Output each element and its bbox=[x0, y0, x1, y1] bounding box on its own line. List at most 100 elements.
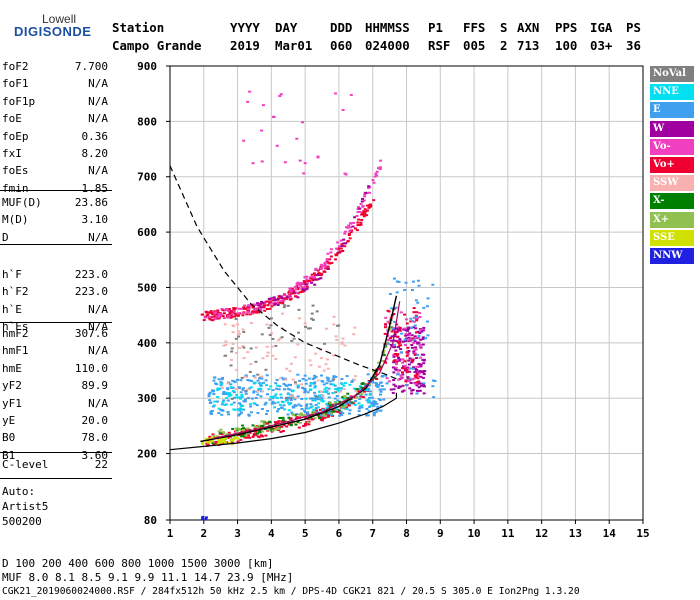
param-value: N/A bbox=[88, 112, 108, 126]
echo-point bbox=[363, 193, 367, 196]
echo-point bbox=[376, 167, 380, 170]
echo-point bbox=[267, 297, 271, 300]
echo-point bbox=[402, 389, 406, 392]
echo-point bbox=[219, 381, 223, 384]
echo-point bbox=[372, 414, 376, 417]
header-label: IGA bbox=[590, 20, 613, 35]
echo-point bbox=[396, 353, 400, 356]
echo-point bbox=[287, 416, 291, 419]
echo-point bbox=[411, 367, 415, 370]
echo-point bbox=[211, 433, 215, 436]
echo-point bbox=[321, 380, 325, 383]
echo-point bbox=[316, 269, 320, 272]
echo-point bbox=[254, 430, 258, 433]
echo-point bbox=[295, 291, 299, 294]
echo-point bbox=[280, 336, 284, 339]
echo-point bbox=[262, 422, 266, 425]
echo-point bbox=[396, 340, 400, 343]
echo-point bbox=[340, 341, 344, 344]
echo-point bbox=[404, 383, 408, 386]
echo-point bbox=[209, 311, 213, 314]
echo-point bbox=[236, 312, 240, 315]
echo-point bbox=[397, 356, 401, 359]
echo-point bbox=[240, 395, 244, 398]
echo-point bbox=[242, 139, 246, 142]
param-name: foEs bbox=[2, 164, 29, 178]
echo-point bbox=[288, 370, 292, 373]
echo-point bbox=[319, 277, 323, 280]
echo-point bbox=[298, 283, 302, 286]
echo-point bbox=[217, 412, 221, 415]
echo-point bbox=[399, 376, 403, 379]
echo-point bbox=[374, 382, 378, 385]
echo-point bbox=[229, 383, 233, 386]
echo-point bbox=[224, 437, 228, 440]
echo-point bbox=[313, 276, 317, 279]
echo-point bbox=[231, 324, 235, 327]
echo-point bbox=[378, 368, 382, 371]
echo-point bbox=[392, 361, 396, 364]
echo-point bbox=[303, 280, 307, 283]
echo-point bbox=[326, 412, 330, 415]
echo-point bbox=[279, 377, 283, 380]
echo-point bbox=[326, 267, 330, 270]
echo-point bbox=[325, 376, 329, 379]
echo-point bbox=[379, 159, 383, 162]
echo-point bbox=[361, 396, 365, 399]
echo-point bbox=[339, 239, 343, 242]
echo-point bbox=[236, 437, 240, 440]
param-row: foE N/A bbox=[2, 112, 108, 126]
param-value: 23.86 bbox=[74, 196, 108, 209]
echo-point bbox=[283, 420, 287, 423]
echo-point bbox=[214, 313, 218, 316]
echo-point bbox=[250, 397, 254, 400]
echo-point bbox=[397, 359, 401, 362]
echo-point bbox=[241, 387, 245, 390]
echo-point bbox=[322, 369, 326, 372]
echo-point bbox=[342, 384, 346, 387]
echo-point bbox=[340, 243, 344, 246]
echo-point bbox=[289, 290, 293, 293]
echo-point bbox=[244, 434, 248, 437]
echo-point bbox=[403, 327, 407, 330]
echo-point bbox=[404, 367, 408, 370]
echo-point bbox=[385, 377, 389, 380]
echo-point bbox=[231, 439, 235, 442]
echo-point bbox=[414, 348, 418, 351]
echo-point bbox=[410, 392, 414, 395]
echo-point bbox=[415, 373, 419, 376]
echo-point bbox=[357, 407, 361, 410]
echo-point bbox=[377, 398, 381, 401]
echo-point bbox=[413, 324, 417, 327]
echo-point bbox=[331, 383, 335, 386]
echo-point bbox=[292, 337, 296, 340]
echo-point bbox=[262, 304, 266, 307]
echo-point bbox=[385, 382, 389, 385]
echo-point bbox=[346, 226, 350, 229]
echo-point bbox=[317, 415, 321, 418]
echo-point bbox=[392, 355, 396, 358]
echo-point bbox=[341, 396, 345, 399]
echo-point bbox=[284, 396, 288, 399]
echo-point bbox=[252, 303, 256, 306]
echo-point bbox=[422, 306, 426, 309]
header-label: S bbox=[500, 20, 508, 35]
echo-point bbox=[348, 409, 352, 412]
echo-point bbox=[280, 420, 284, 423]
echo-point bbox=[286, 413, 290, 416]
param-value: 223.0 bbox=[74, 268, 108, 281]
echo-point bbox=[230, 441, 234, 444]
echo-point bbox=[403, 369, 407, 372]
echo-point bbox=[217, 387, 221, 390]
echo-point bbox=[296, 395, 300, 398]
echo-point bbox=[401, 340, 405, 343]
echo-point bbox=[239, 428, 243, 431]
echo-point bbox=[273, 299, 277, 302]
echo-point bbox=[269, 297, 273, 300]
echo-point bbox=[350, 380, 354, 383]
echo-point bbox=[282, 378, 286, 381]
x-tick-label: 10 bbox=[467, 527, 480, 540]
echo-point bbox=[406, 376, 410, 379]
echo-point bbox=[242, 429, 246, 432]
param-value: 7.700 bbox=[74, 60, 108, 73]
